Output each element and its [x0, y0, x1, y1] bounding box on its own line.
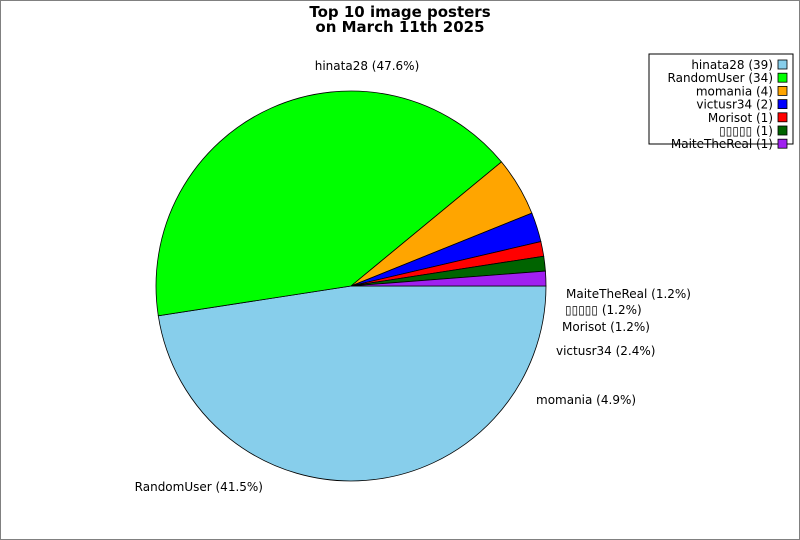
legend-swatch-7 — [777, 138, 788, 149]
legend-swatch-4 — [777, 99, 788, 109]
pie-slice-1 — [157, 285, 547, 482]
legend-swatch-1 — [777, 59, 788, 70]
slice-label-7: MaiteTheReal (1.2%) — [566, 287, 691, 301]
legend-entry-1: hinata28 (39) — [691, 58, 773, 72]
legend-entry-4: victusr34 (2) — [696, 98, 773, 112]
chart-title: Top 10 image posters — [309, 3, 490, 21]
legend-entry-5: Morisot (1) — [708, 111, 773, 125]
slice-label-1: hinata28 (47.6%) — [315, 59, 420, 73]
legend-entry-7: MaiteTheReal (1) — [671, 137, 773, 151]
slice-label-6: ▯▯▯▯▯ (1.2%) — [565, 303, 642, 317]
legend-entry-2: RandomUser (34) — [668, 71, 773, 85]
legend-swatch-2 — [777, 72, 788, 83]
legend-entry-3: momania (4) — [696, 84, 773, 98]
slice-label-4: victusr34 (2.4%) — [556, 344, 655, 358]
legend-box — [648, 53, 794, 145]
legend-entry-6: ▯▯▯▯▯ (1) — [719, 124, 773, 138]
pie-slice-2 — [155, 90, 503, 317]
chart-subtitle: on March 11th 2025 — [315, 18, 484, 36]
legend-swatch-5 — [777, 112, 788, 123]
pie-slice-7 — [350, 270, 547, 287]
pie-slices — [155, 90, 547, 482]
slice-label-2: RandomUser (41.5%) — [135, 480, 263, 494]
legend-swatch-3 — [777, 86, 788, 96]
legend-swatch-6 — [777, 125, 788, 136]
slice-label-5: Morisot (1.2%) — [562, 320, 650, 334]
slice-labels: hinata28 (47.6%) RandomUser (41.5%) momani… — [135, 59, 691, 494]
slice-label-3: momania (4.9%) — [536, 393, 636, 407]
legend: hinata28 (39)RandomUser (34)momania (4)v… — [648, 53, 794, 151]
